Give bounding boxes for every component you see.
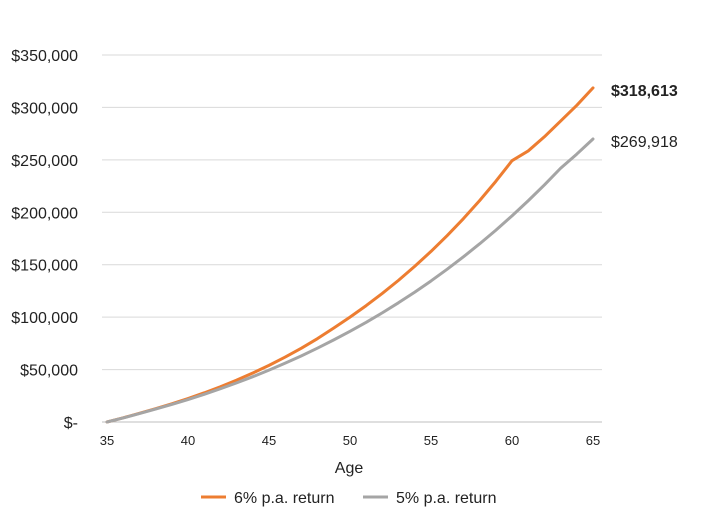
- x-axis-tick-labels: 35 40 45 50 55 60 65: [100, 433, 600, 448]
- x-tick-label: 40: [181, 433, 195, 448]
- legend-label: 6% p.a. return: [234, 490, 335, 507]
- y-tick-label: $50,000: [20, 363, 78, 380]
- x-tick-label: 65: [586, 433, 600, 448]
- x-tick-label: 45: [262, 433, 276, 448]
- legend-label: 5% p.a. return: [396, 490, 497, 507]
- series-lines: [105, 86, 595, 424]
- end-value-label: $269,918: [611, 134, 678, 151]
- y-tick-label: $350,000: [11, 48, 78, 65]
- y-axis-tick-labels: $- $50,000 $100,000 $150,000 $200,000 $250,00…: [11, 48, 78, 432]
- y-tick-label: $-: [64, 415, 78, 432]
- x-tick-label: 55: [424, 433, 438, 448]
- y-tick-label: $300,000: [11, 100, 78, 117]
- x-tick-label: 60: [505, 433, 519, 448]
- x-tick-label: 50: [343, 433, 357, 448]
- x-tick-label: 35: [100, 433, 114, 448]
- y-tick-label: $200,000: [11, 205, 78, 222]
- x-axis-title: Age: [335, 460, 364, 477]
- y-tick-label: $250,000: [11, 153, 78, 170]
- legend-item: 6% p.a. return: [201, 490, 335, 507]
- legend-item: 5% p.a. return: [363, 490, 497, 507]
- y-tick-label: $100,000: [11, 310, 78, 327]
- series-line-six-percent: [105, 86, 595, 424]
- gridlines: [102, 54, 602, 423]
- end-value-label: $318,613: [611, 83, 678, 100]
- y-tick-label: $150,000: [11, 258, 78, 275]
- legend: 6% p.a. return 5% p.a. return: [201, 490, 497, 507]
- series-line-five-percent: [105, 137, 595, 424]
- end-value-labels: $318,613 $269,918: [611, 83, 678, 151]
